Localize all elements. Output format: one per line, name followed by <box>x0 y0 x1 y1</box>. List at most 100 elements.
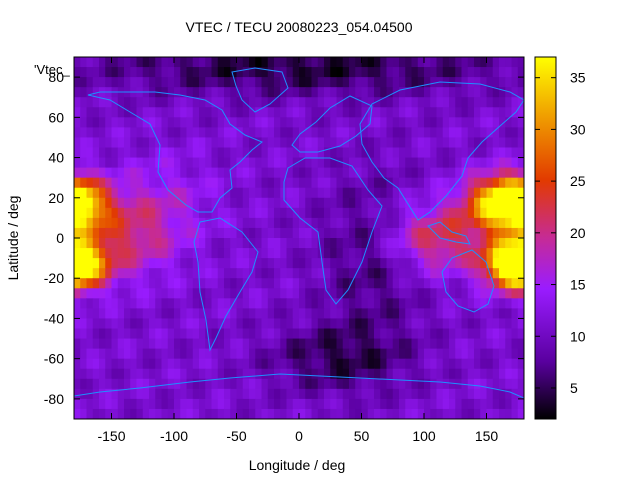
heat-cell <box>274 298 281 309</box>
heat-cell <box>286 318 294 329</box>
heat-cell <box>261 77 269 88</box>
heat-cell <box>486 318 494 329</box>
heat-cell <box>374 137 381 148</box>
heat-cell <box>86 358 94 370</box>
heat-cell <box>349 358 356 370</box>
heat-cell <box>286 398 294 410</box>
heat-cell <box>124 137 131 148</box>
heat-cell <box>386 57 394 68</box>
heat-cell <box>505 87 512 98</box>
heat-cell <box>461 187 469 199</box>
heat-cell <box>192 378 200 390</box>
heat-cell <box>249 268 256 279</box>
heat-cell <box>99 338 106 350</box>
heat-cell <box>149 67 156 78</box>
heat-cell <box>305 187 312 199</box>
heat-cell <box>361 278 369 289</box>
heat-cell <box>155 408 162 419</box>
heat-cell <box>130 328 137 340</box>
heat-cell <box>286 298 294 309</box>
heat-cell <box>105 187 112 199</box>
heat-cell <box>455 227 462 239</box>
heat-cell <box>305 268 312 279</box>
heat-cell <box>399 217 406 229</box>
heat-cell <box>205 238 212 249</box>
heat-cell <box>411 77 419 88</box>
heat-cell <box>505 308 512 319</box>
heat-cell <box>367 328 375 340</box>
heat-cell <box>430 278 437 289</box>
heat-cell <box>299 87 306 98</box>
heat-cell <box>386 308 394 319</box>
heat-cell <box>261 187 269 199</box>
heat-cell <box>436 298 444 309</box>
heat-cell <box>374 227 381 239</box>
heat-cell <box>99 77 106 88</box>
heat-cell <box>255 278 262 289</box>
heat-cell <box>311 157 319 169</box>
heat-cell <box>361 107 369 118</box>
heat-cell <box>336 358 344 370</box>
heat-cell <box>155 67 162 78</box>
heat-cell <box>505 67 512 78</box>
heat-cell <box>305 207 312 219</box>
heat-cell <box>149 278 156 289</box>
heat-cell <box>149 207 156 219</box>
heat-cell <box>167 308 175 319</box>
heat-cell <box>74 278 81 289</box>
heat-cell <box>174 57 181 68</box>
heat-cell <box>311 288 319 299</box>
heat-cell <box>199 87 206 98</box>
heat-cell <box>255 328 262 340</box>
heat-cell <box>92 248 100 259</box>
heat-cell <box>474 157 481 169</box>
heat-cell <box>105 137 112 148</box>
heat-cell <box>505 338 512 350</box>
heat-cell <box>349 238 356 249</box>
heat-cell <box>467 388 475 400</box>
heat-cell <box>111 167 119 179</box>
heat-cell <box>374 278 381 289</box>
heat-cell <box>405 408 412 419</box>
heat-cell <box>386 288 394 299</box>
heat-cell <box>492 318 500 329</box>
heat-cell <box>174 338 181 350</box>
heat-cell <box>417 278 425 289</box>
heat-cell <box>130 278 137 289</box>
heat-cell <box>392 97 400 108</box>
heat-cell <box>167 408 175 419</box>
heat-cell <box>286 87 294 98</box>
heat-cell <box>442 288 450 299</box>
heat-cell <box>105 197 112 209</box>
heat-cell <box>92 368 100 380</box>
heat-cell <box>261 87 269 98</box>
heat-cell <box>86 398 94 410</box>
heat-cell <box>74 398 81 410</box>
heat-cell <box>124 378 131 390</box>
heat-cell <box>111 187 119 199</box>
heat-cell <box>380 298 387 309</box>
heat-cell <box>330 197 337 209</box>
heat-cell <box>492 117 500 128</box>
heat-cell <box>436 147 444 159</box>
heat-cell <box>399 137 406 148</box>
heat-cell <box>417 147 425 159</box>
heat-cell <box>80 157 87 169</box>
heat-cell <box>161 298 169 309</box>
heat-cell <box>280 328 287 340</box>
heat-cell <box>392 127 400 138</box>
heat-cell <box>367 268 375 279</box>
heat-cell <box>192 288 200 299</box>
heat-cell <box>467 97 475 108</box>
heat-cell <box>349 408 356 419</box>
heat-cell <box>274 348 281 360</box>
heat-cell <box>349 167 356 179</box>
heat-cell <box>361 258 369 269</box>
heat-cell <box>149 227 156 239</box>
heat-cell <box>380 288 387 299</box>
heat-cell <box>124 157 131 169</box>
heat-cell <box>386 338 394 350</box>
heat-cell <box>155 77 162 88</box>
heat-cell <box>286 177 294 189</box>
heat-cell <box>86 57 94 68</box>
